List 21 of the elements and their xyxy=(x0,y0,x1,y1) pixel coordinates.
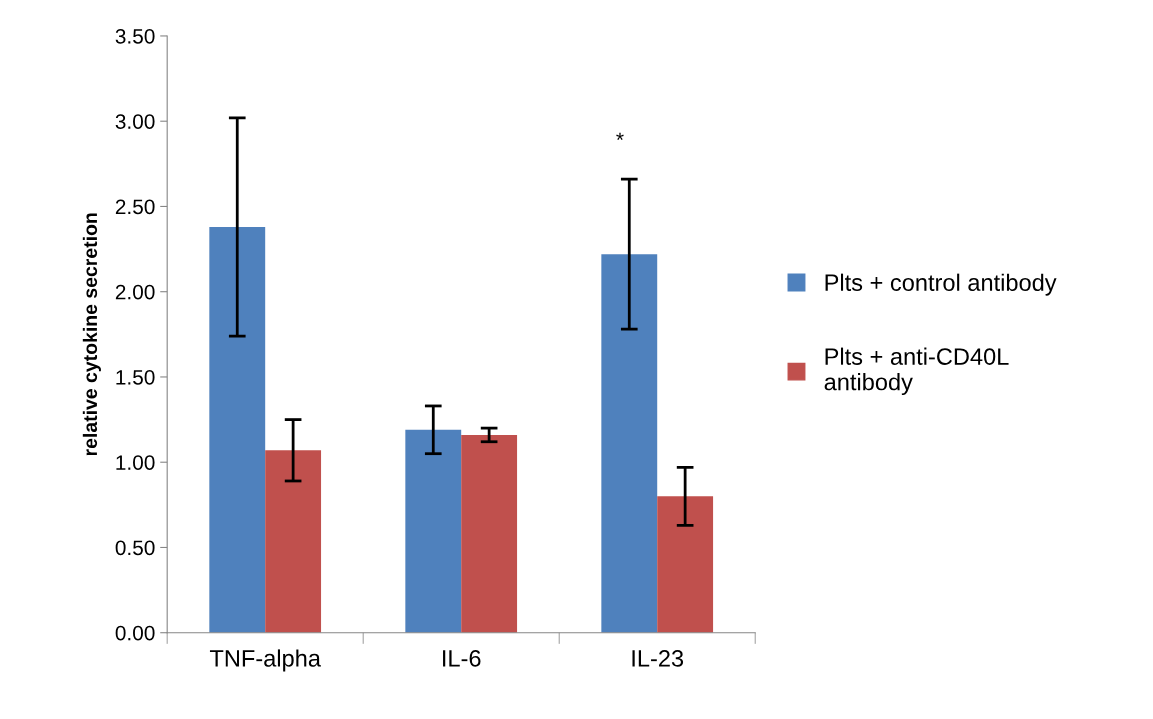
annotation: * xyxy=(616,132,624,140)
x-tick-label: IL-23 xyxy=(632,650,684,667)
y-tick-label: 1.00 xyxy=(116,455,155,470)
bar xyxy=(209,226,266,633)
x-tick-label: IL-6 xyxy=(443,650,481,667)
bar xyxy=(405,429,462,633)
bar xyxy=(657,496,714,633)
legend-label: Plts + anti-CD40L antibody xyxy=(824,347,1009,396)
bar xyxy=(601,254,658,633)
y-axis-title: relative cytokine secretion xyxy=(82,213,101,456)
y-tick-label: 3.00 xyxy=(115,114,155,129)
legend-label: Plts + control antibody xyxy=(825,273,1057,296)
y-tick-label: 3.50 xyxy=(115,28,155,44)
x-tick-label: TNF-alpha xyxy=(209,649,321,672)
y-tick-label: 0.50 xyxy=(115,540,155,556)
bar xyxy=(461,434,518,633)
y-tick-label: 2.00 xyxy=(115,284,155,300)
bar xyxy=(265,450,322,633)
y-tick-label: 0.00 xyxy=(115,625,155,641)
y-tick-label: 2.50 xyxy=(115,199,155,215)
y-tick-label: 1.50 xyxy=(116,369,155,385)
